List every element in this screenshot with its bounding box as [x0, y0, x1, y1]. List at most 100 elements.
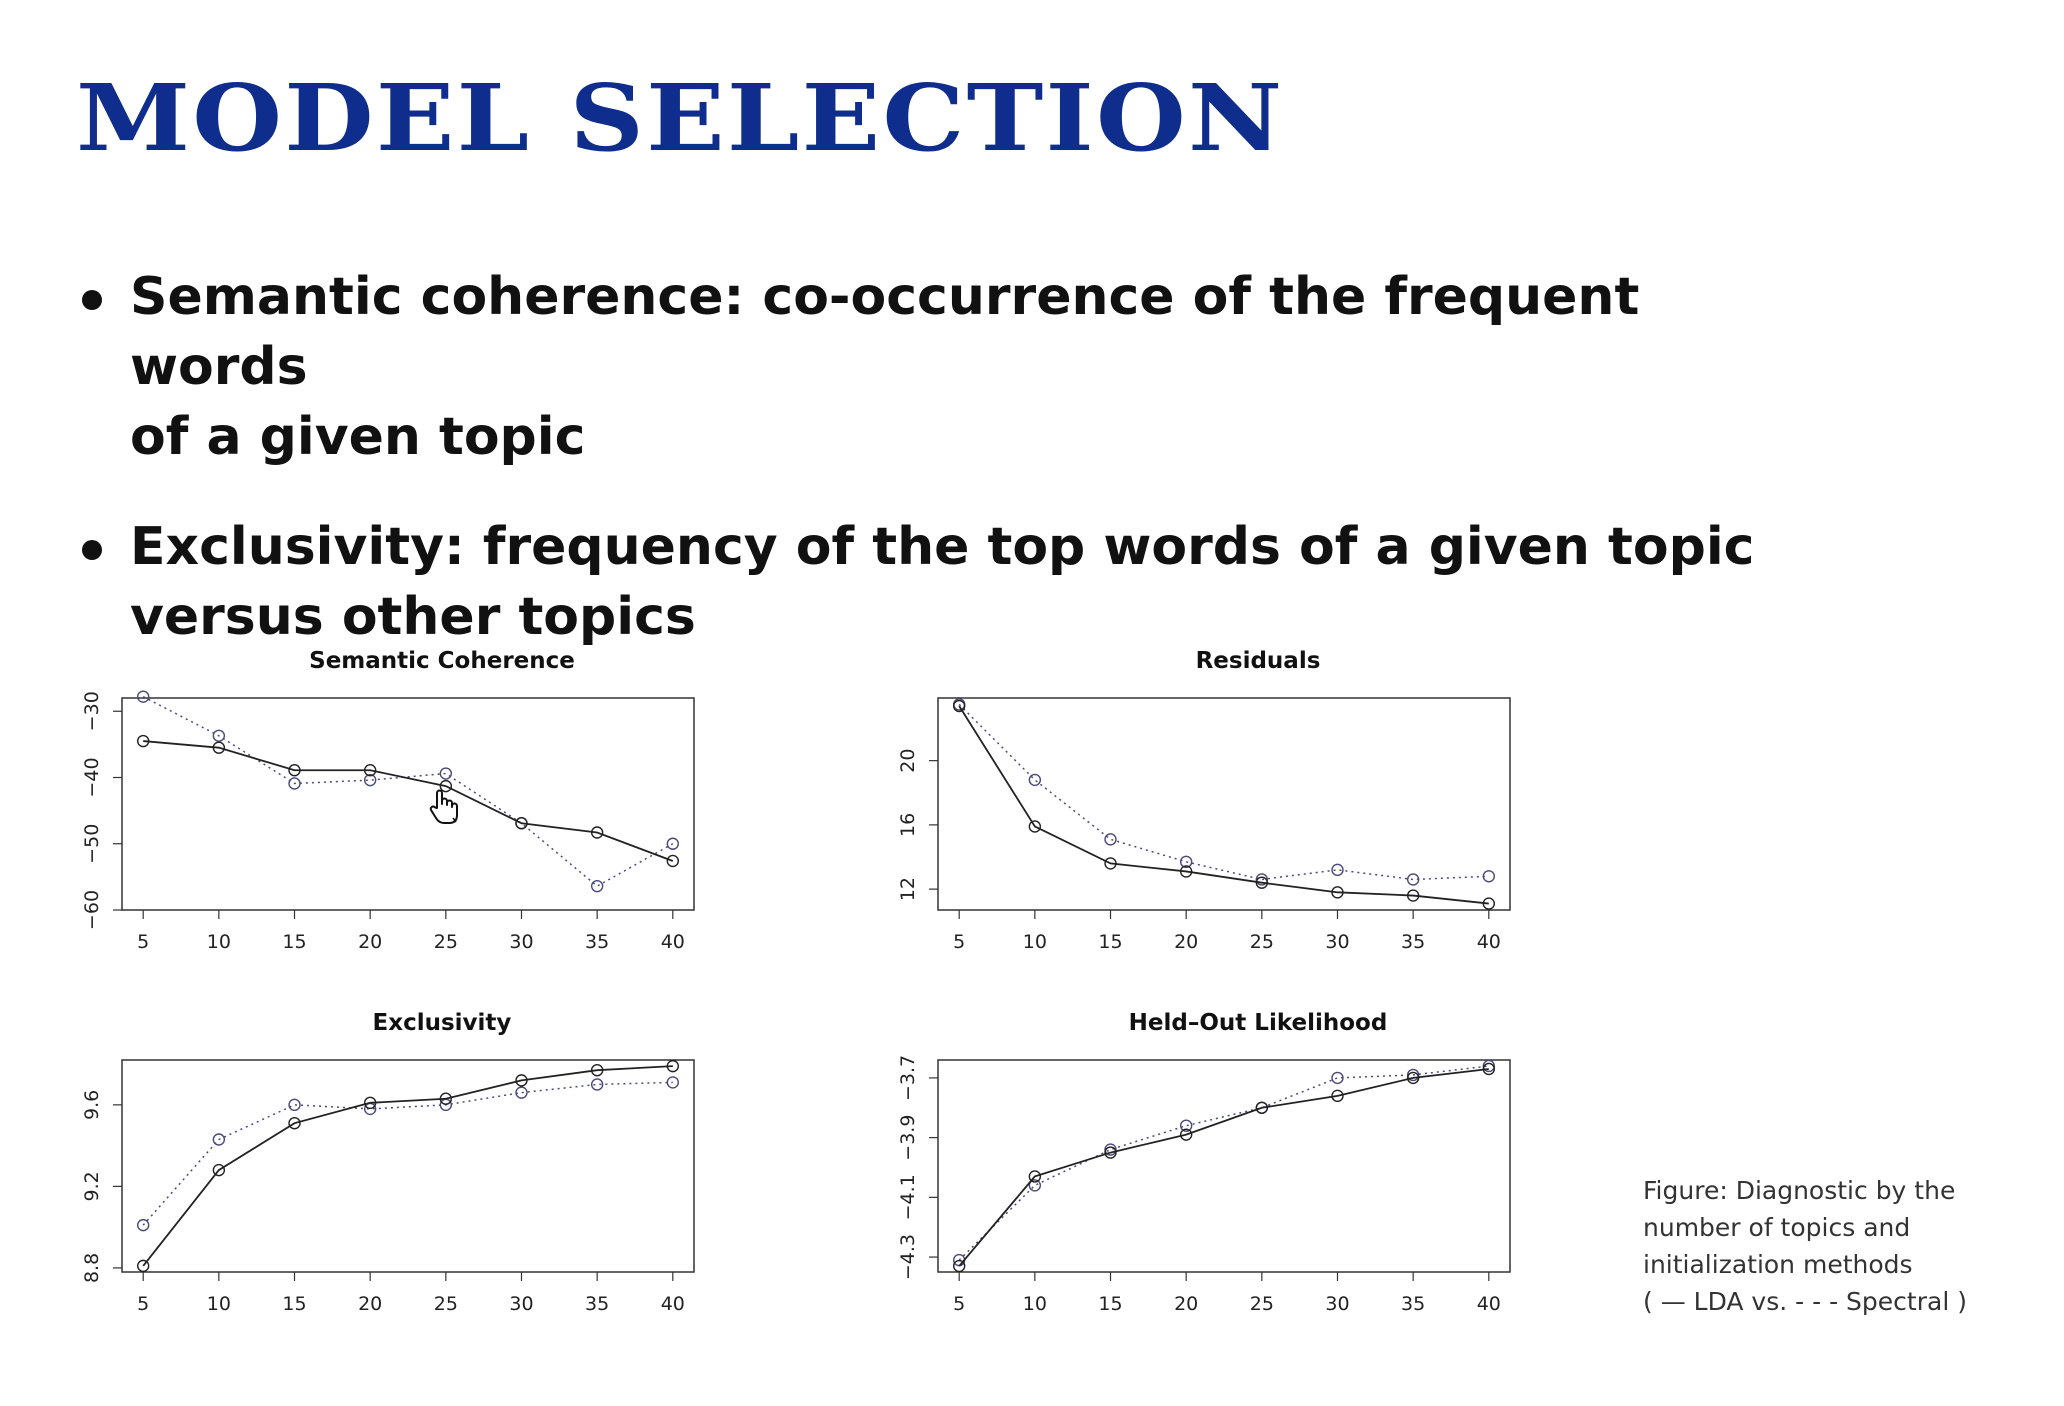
data-point-spectral	[1331, 863, 1344, 877]
data-point-lda	[1406, 1071, 1420, 1085]
x-tick-label: 10	[1023, 1293, 1047, 1315]
plot-frame	[937, 697, 1511, 911]
data-point-spectral	[1104, 833, 1117, 846]
data-point-lda	[439, 1092, 453, 1105]
x-tick-label: 30	[509, 1293, 533, 1315]
bullet-line: of a given topic	[130, 407, 586, 467]
data-point-spectral	[288, 1098, 301, 1112]
x-tick-label: 35	[585, 1293, 609, 1315]
y-tick-label: −40	[81, 757, 103, 797]
data-point-spectral	[1406, 1068, 1420, 1082]
data-point-spectral	[1028, 773, 1042, 787]
chart-title: Residuals	[1195, 648, 1321, 674]
x-tick-label: 30	[1325, 1293, 1349, 1315]
chart-semantic-coherence: Semantic Coherence 5 10 15 20 25 30 35 40 −60 −50…	[62, 648, 822, 978]
x-tick-label: 5	[137, 931, 149, 953]
x-tick-label: 10	[207, 1293, 231, 1315]
data-point-lda	[288, 1116, 301, 1130]
x-tick-label: 30	[509, 931, 533, 953]
caption-line: initialization methods	[1643, 1250, 1913, 1279]
data-point-spectral	[590, 1078, 604, 1091]
bullet-line: versus other topics	[130, 587, 696, 647]
chart-plot: 5 10 15 20 25 30 35 40 −60 −50 −40 −30	[81, 690, 695, 953]
x-tick-label: 40	[1477, 1293, 1501, 1315]
bullet-exclusivity: Exclusivity: frequency of the top words …	[78, 512, 1778, 652]
data-point-spectral	[1482, 1059, 1496, 1073]
y-tick-label: −4.1	[897, 1174, 919, 1220]
data-point-spectral	[1255, 873, 1269, 886]
data-point-lda	[439, 779, 453, 793]
figure-caption: Figure: Diagnostic by the number of topi…	[1643, 1172, 2003, 1320]
data-point-lda	[515, 1074, 528, 1087]
data-point-lda	[136, 1259, 150, 1273]
plot-frame	[121, 697, 695, 911]
x-tick-label: 20	[1174, 931, 1198, 953]
data-point-lda	[1482, 1062, 1496, 1076]
y-tick-label: −30	[81, 691, 103, 731]
data-point-lda	[288, 764, 301, 777]
data-point-lda	[1255, 1101, 1269, 1114]
data-point-spectral	[212, 1133, 226, 1146]
x-tick-label: 35	[1401, 1293, 1425, 1315]
data-point-lda	[590, 1063, 604, 1077]
y-tick-label: 12	[897, 877, 919, 901]
series-line-spectral	[958, 703, 1489, 881]
series-line-lda	[958, 1068, 1489, 1267]
data-point-spectral	[1104, 1143, 1117, 1156]
data-point-spectral	[666, 837, 680, 850]
data-point-lda	[515, 817, 528, 830]
data-point-spectral	[439, 767, 453, 780]
data-point-lda	[590, 826, 604, 839]
caption-line: number of topics and	[1643, 1213, 1911, 1242]
x-tick-label: 25	[434, 1293, 458, 1315]
y-tick-label: −50	[81, 824, 103, 864]
x-tick-label: 5	[953, 1293, 965, 1315]
y-tick-label: −3.9	[897, 1115, 919, 1161]
x-tick-label: 10	[1023, 931, 1047, 953]
data-point-spectral	[1331, 1071, 1344, 1085]
x-tick-label: 35	[585, 931, 609, 953]
data-point-spectral	[288, 777, 301, 790]
data-point-lda	[1028, 820, 1042, 833]
data-point-spectral	[212, 729, 226, 742]
data-point-lda	[952, 1259, 966, 1273]
x-tick-label: 5	[137, 1293, 149, 1315]
y-tick-label: 20	[897, 749, 919, 773]
series-line-lda	[143, 740, 674, 862]
x-tick-label: 25	[1250, 931, 1274, 953]
series-line-spectral	[142, 696, 674, 888]
chart-residuals: Residuals 5 10 15 20 25 30 35 40 12 16 20	[878, 648, 1638, 978]
data-point-lda	[1028, 1170, 1042, 1183]
slide-title: MODEL SELECTION	[76, 64, 1285, 172]
data-point-lda	[1104, 1146, 1117, 1159]
data-point-spectral	[1179, 855, 1193, 869]
y-tick-label: 8.8	[81, 1253, 103, 1283]
data-point-lda	[1406, 889, 1420, 902]
x-tick-label: 20	[358, 931, 382, 953]
y-tick-label: −3.7	[897, 1055, 919, 1101]
data-point-spectral	[363, 773, 377, 787]
data-point-spectral	[136, 690, 150, 703]
data-point-lda	[363, 764, 377, 777]
x-tick-label: 20	[358, 1293, 382, 1315]
hand-cursor-icon	[429, 789, 458, 824]
series-line-spectral	[142, 1081, 673, 1226]
caption-line: ( — LDA vs. - - - Spectral )	[1643, 1287, 1967, 1316]
data-point-lda	[1331, 886, 1344, 899]
data-point-lda	[212, 1163, 226, 1177]
data-point-spectral	[1179, 1119, 1193, 1132]
bullet-list: Semantic coherence: co-occurrence of the…	[78, 262, 1778, 692]
x-tick-label: 40	[1477, 931, 1501, 953]
data-point-lda	[1179, 865, 1193, 878]
data-point-lda	[1482, 897, 1496, 910]
x-tick-label: 40	[661, 1293, 685, 1315]
data-point-lda	[212, 741, 226, 754]
chart-title: Exclusivity	[372, 1010, 512, 1036]
y-tick-label: −4.3	[897, 1234, 919, 1280]
x-tick-label: 15	[1098, 931, 1122, 953]
series-line-spectral	[958, 1065, 1489, 1261]
data-point-lda	[666, 854, 680, 868]
x-tick-label: 5	[953, 931, 965, 953]
x-tick-label: 35	[1401, 931, 1425, 953]
data-point-lda	[1104, 857, 1117, 870]
